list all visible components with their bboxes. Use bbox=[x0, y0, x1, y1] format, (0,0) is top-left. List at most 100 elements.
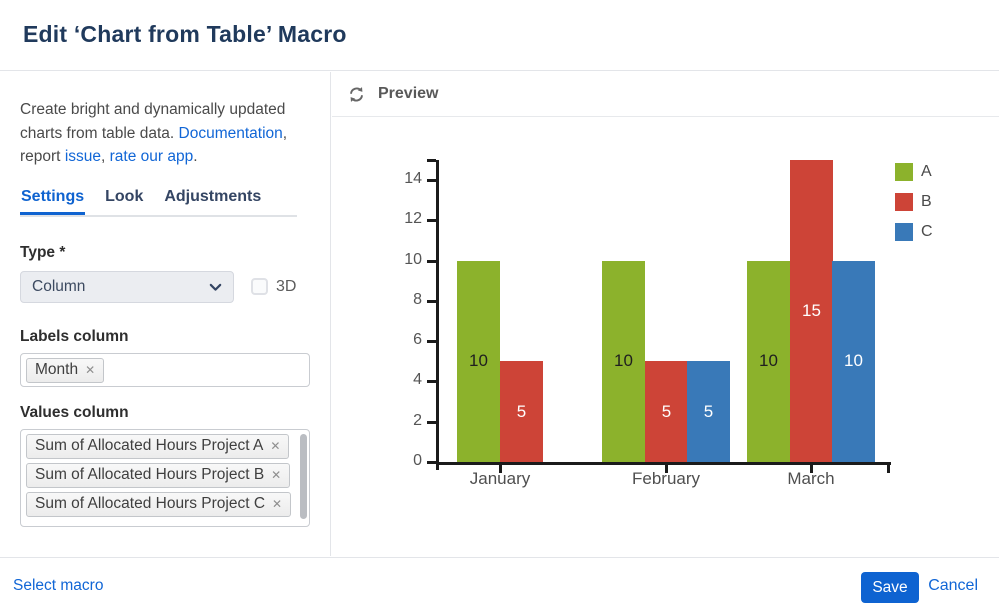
checkbox-3d-box[interactable] bbox=[251, 278, 268, 295]
type-select[interactable]: Column bbox=[20, 270, 234, 303]
bar-b-march: 15 bbox=[790, 160, 833, 462]
x-category-label: February bbox=[631, 469, 701, 488]
tag-label: Sum of Allocated Hours Project B bbox=[35, 465, 265, 483]
x-tick bbox=[810, 464, 813, 473]
legend-item-a: A bbox=[895, 163, 933, 181]
settings-panel: Create bright and dynamically updated ch… bbox=[0, 72, 331, 556]
bar-a-march: 10 bbox=[747, 260, 790, 462]
description-text: Create bright and dynamically updated ch… bbox=[20, 101, 286, 142]
bar-b-january: 5 bbox=[500, 361, 543, 462]
cancel-link[interactable]: Cancel bbox=[928, 577, 978, 594]
tag-remove-icon[interactable]: ✕ bbox=[272, 496, 283, 511]
legend-item-c: C bbox=[895, 223, 933, 241]
selected-column-tag: Sum of Allocated Hours Project B ✕ bbox=[26, 462, 291, 488]
description-link[interactable]: issue bbox=[64, 148, 101, 165]
preview-body: 0 2 4 6 8 10 12 14 10 5 January 10 5 5 February 10 15 10 M… bbox=[332, 118, 999, 556]
x-category-label: January bbox=[469, 469, 531, 488]
description-link[interactable]: rate our app bbox=[109, 148, 194, 165]
tag-label: Sum of Allocated Hours Project C bbox=[35, 494, 266, 512]
x-axis-line bbox=[436, 462, 891, 465]
selected-column-tag: Sum of Allocated Hours Project C ✕ bbox=[26, 491, 292, 517]
legend-item-b: B bbox=[895, 193, 933, 211]
x-tick bbox=[887, 464, 890, 473]
bar-value-label: 5 bbox=[703, 401, 714, 421]
values-column-label: Values column bbox=[20, 403, 129, 421]
tag-remove-icon[interactable]: ✕ bbox=[85, 362, 96, 377]
bar-value-label: 5 bbox=[516, 401, 527, 421]
y-axis-line bbox=[436, 160, 439, 470]
dialog-header: Edit ‘Chart from Table’ Macro bbox=[0, 0, 999, 71]
legend-label: B bbox=[921, 193, 932, 210]
y-tick bbox=[427, 380, 436, 384]
y-tick bbox=[427, 461, 436, 464]
description-text: , bbox=[101, 148, 110, 165]
bar-a-january: 10 bbox=[457, 260, 500, 462]
bar-value-label: 10 bbox=[844, 351, 863, 371]
tag-remove-icon[interactable]: ✕ bbox=[271, 467, 282, 482]
y-tick-label: 10 bbox=[404, 250, 422, 268]
bar-value-label: 10 bbox=[759, 351, 778, 371]
tab-settings[interactable]: Settings bbox=[20, 188, 85, 215]
bar-value-label: 15 bbox=[802, 301, 821, 320]
tab-adjustments[interactable]: Adjustments bbox=[164, 187, 262, 205]
x-tick bbox=[665, 464, 668, 473]
bar-chart: 0 2 4 6 8 10 12 14 10 5 January 10 5 5 February 10 15 10 M… bbox=[332, 118, 999, 490]
checkbox-3d[interactable]: 3D bbox=[251, 278, 296, 296]
bar-c-march: 10 bbox=[832, 260, 875, 462]
bar-value-label: 10 bbox=[614, 351, 633, 371]
y-tick bbox=[427, 179, 436, 183]
refresh-icon[interactable] bbox=[347, 85, 366, 104]
macro-description: Create bright and dynamically updated ch… bbox=[20, 98, 312, 169]
dialog-footer: Select macro Save Cancel bbox=[0, 557, 999, 615]
description-text: . bbox=[193, 148, 198, 165]
y-tick bbox=[427, 420, 436, 424]
y-tick-label: 8 bbox=[413, 290, 422, 308]
select-macro-link[interactable]: Select macro bbox=[13, 577, 104, 594]
values-field-scrollbar[interactable] bbox=[300, 433, 307, 519]
y-tick-label: 2 bbox=[413, 411, 422, 429]
y-tick-label: 6 bbox=[413, 331, 422, 349]
description-link[interactable]: Documentation bbox=[178, 124, 283, 142]
y-tick bbox=[427, 340, 436, 344]
y-tick bbox=[427, 259, 436, 263]
y-tick-label: 0 bbox=[413, 452, 422, 469]
y-tick-label: 4 bbox=[413, 371, 422, 389]
labels-column-field[interactable]: Month ✕ bbox=[20, 352, 310, 387]
preview-header: Preview bbox=[332, 72, 999, 117]
type-select-value: Column bbox=[32, 277, 86, 295]
type-label: Type * bbox=[20, 243, 66, 261]
x-tick bbox=[499, 464, 502, 473]
bar-c-february: 5 bbox=[687, 361, 730, 462]
legend-swatch bbox=[895, 193, 913, 211]
y-tick bbox=[427, 299, 436, 303]
bar-value-label: 10 bbox=[469, 351, 488, 371]
bar-value-label: 5 bbox=[661, 401, 672, 421]
tag-remove-icon[interactable]: ✕ bbox=[270, 438, 281, 453]
save-button[interactable]: Save bbox=[861, 572, 919, 603]
chevron-down-icon bbox=[207, 279, 224, 301]
labels-column-label: Labels column bbox=[20, 327, 129, 345]
y-tick bbox=[427, 159, 436, 162]
tab-look[interactable]: Look bbox=[105, 187, 144, 205]
legend-label: C bbox=[921, 223, 933, 240]
values-column-field[interactable]: Sum of Allocated Hours Project A ✕ Sum of … bbox=[20, 428, 310, 527]
bar-b-february: 5 bbox=[645, 361, 688, 462]
preview-panel: Preview 0 2 4 6 8 10 12 14 10 5 January 10 5 5 Februar… bbox=[332, 72, 999, 556]
selected-column-tag: Sum of Allocated Hours Project A ✕ bbox=[26, 433, 290, 459]
y-tick-label: 14 bbox=[404, 170, 422, 188]
y-tick-label: 12 bbox=[404, 210, 422, 228]
tag-label: Month bbox=[35, 360, 79, 378]
legend-swatch bbox=[895, 223, 913, 241]
legend-swatch bbox=[895, 163, 913, 181]
description-text: , report bbox=[20, 124, 288, 166]
bar-a-february: 10 bbox=[602, 260, 645, 462]
preview-title: Preview bbox=[378, 85, 439, 102]
tab-bar: Settings Look Adjustments bbox=[20, 188, 297, 217]
selected-column-tag: Month ✕ bbox=[26, 357, 105, 383]
x-category-label: March bbox=[787, 469, 835, 488]
tag-label: Sum of Allocated Hours Project A bbox=[35, 436, 264, 454]
legend-label: A bbox=[921, 163, 932, 180]
dialog-title: Edit ‘Chart from Table’ Macro bbox=[23, 21, 347, 47]
